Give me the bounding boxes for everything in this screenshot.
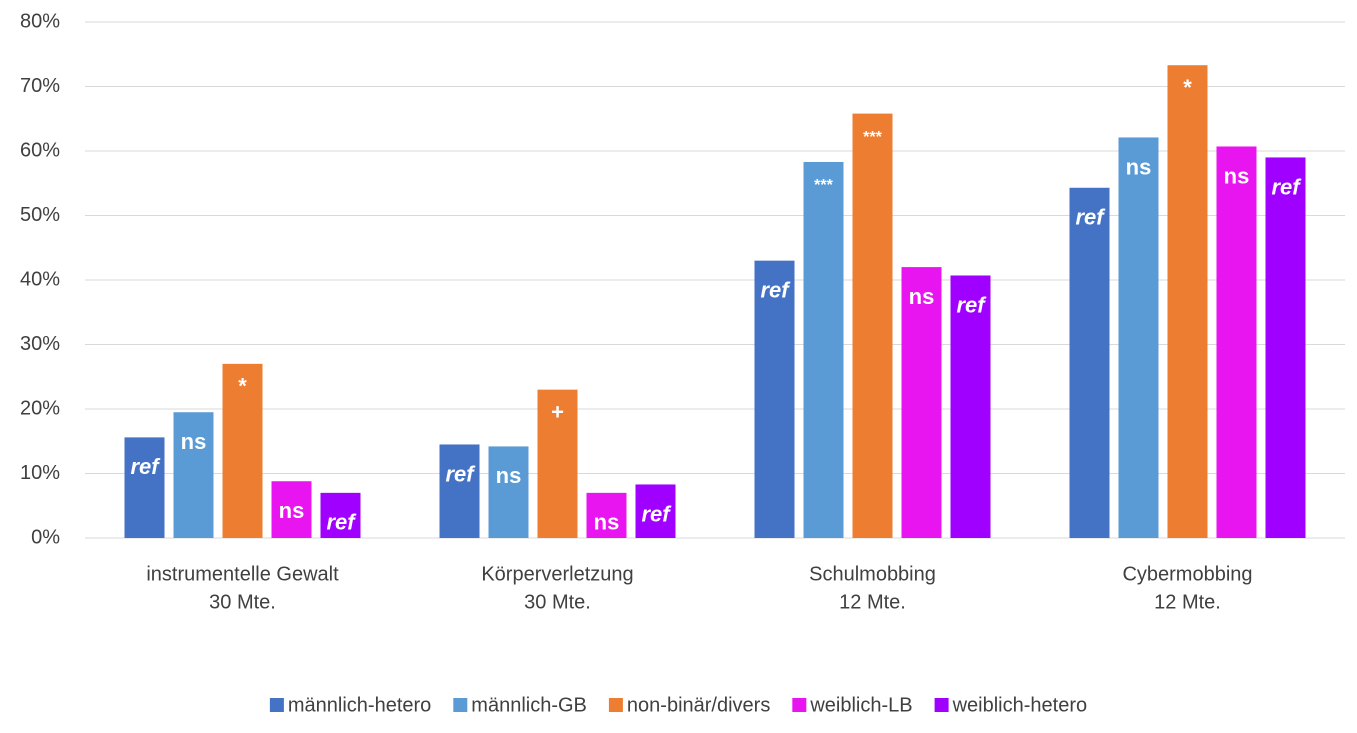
x-tick-label: 30 Mte.: [209, 591, 276, 613]
bar: [950, 275, 991, 538]
bar: [173, 412, 214, 538]
bar: [222, 363, 263, 538]
bar: [1216, 146, 1257, 539]
x-tick-label: Körperverletzung: [481, 563, 633, 585]
y-tick-label: 50%: [20, 204, 60, 226]
y-tick-label: 10%: [20, 462, 60, 484]
bar: [1167, 65, 1208, 538]
significance-label: ***: [863, 129, 882, 146]
y-tick-label: 80%: [20, 10, 60, 32]
bar: [586, 492, 627, 538]
significance-label: ref: [326, 510, 357, 535]
significance-label: ref: [130, 454, 161, 479]
legend-label: weiblich-LB: [809, 694, 912, 716]
significance-label: +: [551, 399, 564, 424]
bar: [635, 484, 676, 538]
legend-swatch: [792, 698, 807, 712]
bar: [1069, 187, 1110, 538]
legend-label: männlich-hetero: [288, 694, 431, 716]
bar: [803, 161, 844, 538]
significance-label: ref: [956, 292, 987, 317]
x-tick-label: 12 Mte.: [1154, 591, 1221, 613]
significance-label: ns: [1126, 154, 1152, 179]
legend-label: männlich-GB: [471, 694, 587, 716]
bar: [320, 492, 361, 538]
x-tick-label: 12 Mte.: [839, 591, 906, 613]
legend-label: non-binär/divers: [627, 694, 770, 716]
y-tick-label: 60%: [20, 139, 60, 161]
legend-swatch: [269, 698, 284, 712]
bar: [439, 444, 480, 538]
significance-label: ***: [814, 177, 833, 194]
bar: [1265, 157, 1306, 538]
x-tick-label: instrumentelle Gewalt: [146, 563, 339, 585]
bar: [124, 437, 165, 538]
significance-label: ns: [1224, 163, 1250, 188]
bar: [488, 446, 529, 538]
legend-swatch: [608, 698, 623, 712]
bar: [852, 113, 893, 538]
bar: [537, 389, 578, 538]
y-tick-label: 20%: [20, 397, 60, 419]
bar: [1118, 137, 1159, 538]
significance-label: ref: [445, 461, 476, 486]
significance-label: ns: [594, 510, 620, 535]
legend-label: weiblich-hetero: [952, 694, 1088, 716]
significance-label: *: [1183, 75, 1192, 100]
x-tick-label: Schulmobbing: [809, 563, 936, 585]
significance-label: ref: [1075, 205, 1106, 230]
legend-swatch: [453, 698, 468, 712]
x-tick-label: 30 Mte.: [524, 591, 591, 613]
significance-label: *: [238, 374, 247, 399]
significance-label: ns: [496, 463, 522, 488]
significance-label: ref: [1271, 174, 1302, 199]
y-tick-label: 30%: [20, 333, 60, 355]
legend: männlich-hetero männlich-GB non-binär/dive…: [269, 694, 1088, 716]
significance-label: ns: [909, 284, 935, 309]
x-tick-label: Cybermobbing: [1122, 563, 1252, 585]
bar: [901, 267, 942, 538]
y-tick-label: 0%: [31, 526, 60, 548]
bar: [754, 260, 795, 538]
significance-label: ref: [760, 277, 791, 302]
bar: [271, 481, 312, 538]
y-tick-label: 40%: [20, 268, 60, 290]
significance-label: ns: [279, 498, 305, 523]
legend-swatch: [934, 698, 949, 712]
significance-label: ns: [181, 429, 207, 454]
significance-label: ref: [641, 501, 672, 526]
y-tick-label: 70%: [20, 75, 60, 97]
